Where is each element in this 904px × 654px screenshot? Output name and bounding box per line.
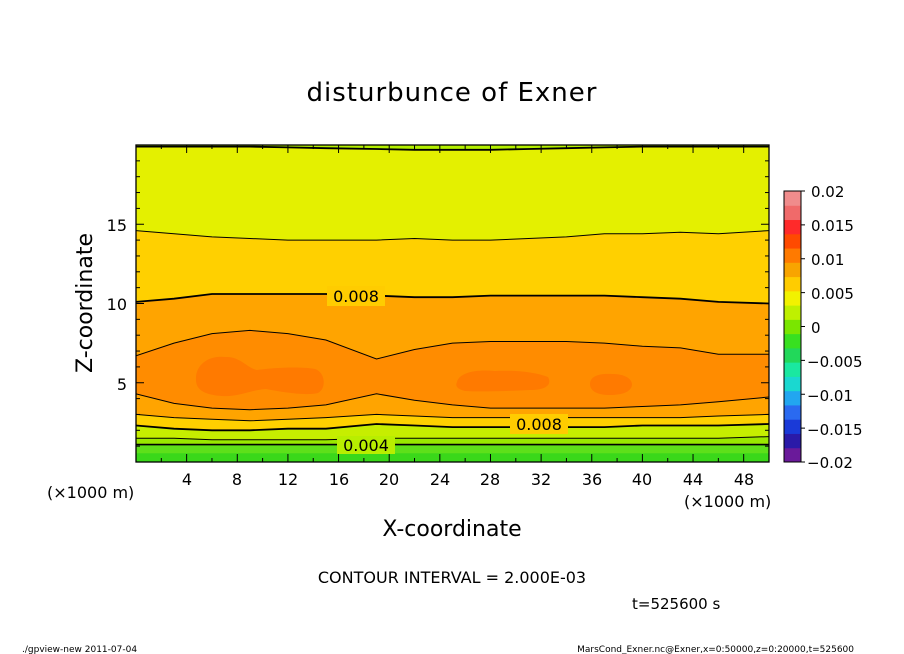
x-tick-label: 12: [278, 470, 298, 489]
blob-max-left: [195, 356, 324, 397]
contour-line: [136, 329, 769, 360]
x-tick-label: 8: [232, 470, 242, 489]
blob-max-right: [590, 373, 632, 395]
max-region-blobs: [195, 356, 632, 397]
x-tick-label: 44: [683, 470, 703, 489]
colorbar-ticks: [801, 190, 805, 463]
colorbar-label: 0.005: [811, 285, 854, 303]
colorbar-swatch: [784, 191, 801, 206]
colorbar-swatch: [784, 290, 801, 306]
contour-band: [136, 294, 769, 359]
x-tick-label: 20: [379, 470, 399, 489]
colorbar-swatch: [784, 376, 801, 392]
contour-interval-text: CONTOUR INTERVAL = 2.000E-03: [318, 568, 586, 587]
colorbar-swatch: [784, 305, 801, 320]
contour-band: [136, 393, 769, 421]
contour-band: [136, 146, 769, 241]
x-tick-label: 48: [734, 470, 754, 489]
plot-area: [136, 145, 769, 462]
colorbar-swatch: [784, 319, 801, 335]
contour-band: [136, 453, 769, 462]
colorbar-swatch: [784, 333, 801, 349]
contour-band: [136, 424, 769, 440]
colorbar-label: −0.02: [807, 454, 853, 472]
colorbar-labels: 0.02 0.015 0.01 0.005 0 −0.005 −0.01 −0.…: [807, 183, 863, 472]
colorbar-swatch: [784, 390, 801, 406]
colorbar-swatch: [784, 248, 801, 263]
contour-line: [136, 293, 769, 305]
x-tick-label: 40: [632, 470, 652, 489]
contour-labels: 0.008 0.008 0.004: [327, 286, 568, 455]
contour-line: [136, 436, 769, 441]
contour-lines: [136, 145, 769, 446]
contour-band: [136, 230, 769, 304]
colorbar-swatch: [784, 276, 801, 292]
x-tick-label: 28: [480, 470, 500, 489]
contour-label-upper: 0.008: [333, 287, 379, 306]
source-text: MarsCond_Exner.nc@Exner,x=0:50000,z=0:20…: [577, 645, 854, 654]
contour-label-bottom: 0.004: [343, 436, 389, 455]
colorbar-swatch: [784, 233, 801, 249]
colorbar-label: −0.01: [807, 387, 853, 405]
colorbar-label: 0.01: [811, 251, 844, 269]
program-text: ./gpview-new 2011-07-04: [22, 645, 137, 654]
colorbar-label: 0: [811, 319, 821, 337]
x-tick-label: 24: [430, 470, 450, 489]
x-tick-labels: 4 8 12 16 20 24 28 32 36 40 44 48: [182, 470, 754, 489]
colorbar-swatch: [784, 262, 801, 278]
colorbar-swatch: [784, 362, 801, 377]
colorbar-swatch: [784, 404, 801, 420]
x-tick-label: 4: [182, 470, 192, 489]
colorbar-swatch: [784, 419, 801, 434]
time-text: t=525600 s: [632, 595, 720, 613]
contour-line: [136, 423, 769, 432]
colorbar-label: 0.015: [811, 217, 854, 235]
y-tick-label: 5: [117, 375, 127, 394]
filled-contour-bands: [136, 145, 769, 462]
x-axis-title: X-coordinate: [382, 517, 521, 542]
y-tick-label: 10: [107, 295, 127, 314]
x-unit-label: (×1000 m): [684, 492, 771, 511]
colorbar-label: −0.005: [807, 353, 863, 371]
x-tick-label: 16: [329, 470, 349, 489]
colorbar-swatch: [784, 433, 801, 449]
y-tick-labels: 5 10 15: [107, 216, 127, 394]
contour-line: [136, 393, 769, 411]
contour-line: [136, 413, 769, 422]
colorbar-swatch: [784, 219, 801, 235]
contour-band: [136, 145, 769, 150]
colorbar-label: −0.015: [807, 421, 863, 439]
colorbar-swatch: [784, 205, 801, 221]
colorbar-label: 0.02: [811, 183, 844, 201]
z-unit-label: (×1000 m): [47, 483, 134, 502]
chart-title: disturbunce of Exner: [307, 78, 598, 108]
y-tick-label: 15: [107, 216, 127, 235]
colorbar-swatch: [784, 447, 801, 463]
contour-label-lower: 0.008: [516, 415, 562, 434]
axis-ticks: [136, 145, 769, 462]
contour-line: [136, 230, 769, 241]
blob-max-center: [456, 370, 550, 392]
x-tick-label: 36: [582, 470, 602, 489]
colorbar-swatch: [784, 347, 801, 363]
colorbar: [784, 191, 801, 463]
y-axis-title: Z-coordinate: [73, 233, 98, 373]
x-tick-label: 32: [531, 470, 551, 489]
